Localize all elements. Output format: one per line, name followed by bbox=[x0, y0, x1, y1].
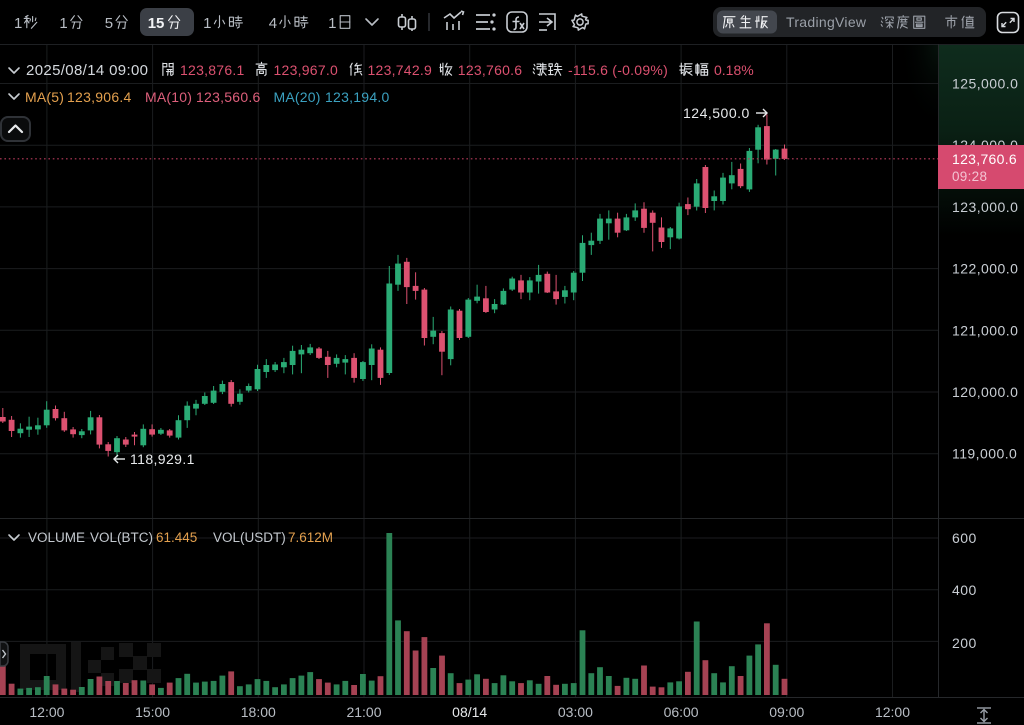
svg-text:09:00: 09:00 bbox=[769, 704, 804, 720]
svg-text:06:00: 06:00 bbox=[664, 704, 699, 720]
svg-text:12:00: 12:00 bbox=[875, 704, 910, 720]
svg-text:15:00: 15:00 bbox=[135, 704, 170, 720]
svg-text:1: 1 bbox=[14, 15, 22, 32]
svg-text:123,194.0: 123,194.0 bbox=[325, 89, 390, 105]
svg-text:123,560.6: 123,560.6 bbox=[196, 89, 261, 105]
svg-text:MA(10): MA(10) bbox=[145, 89, 192, 105]
svg-text:5: 5 bbox=[105, 15, 113, 32]
svg-text:123,742.9: 123,742.9 bbox=[368, 62, 433, 78]
svg-text:122,000.0: 122,000.0 bbox=[952, 261, 1018, 277]
svg-text:123,760.6: 123,760.6 bbox=[458, 62, 523, 78]
svg-text:123,906.4: 123,906.4 bbox=[67, 89, 132, 105]
svg-text:VOL(USDT): VOL(USDT) bbox=[213, 530, 286, 545]
svg-text:18:00: 18:00 bbox=[241, 704, 276, 720]
svg-text:120,000.0: 120,000.0 bbox=[952, 384, 1018, 400]
svg-text:VOLUME: VOLUME bbox=[28, 530, 85, 545]
svg-text:2025/08/14 09:00: 2025/08/14 09:00 bbox=[26, 62, 148, 79]
svg-text:09:28: 09:28 bbox=[952, 169, 987, 184]
svg-text:125,000.0: 125,000.0 bbox=[952, 76, 1018, 92]
svg-text:15: 15 bbox=[148, 15, 165, 32]
svg-text:4: 4 bbox=[269, 15, 277, 32]
svg-text:123,876.1: 123,876.1 bbox=[180, 62, 245, 78]
svg-text:400: 400 bbox=[952, 582, 977, 598]
svg-text:VOL(BTC): VOL(BTC) bbox=[90, 530, 153, 545]
svg-text:200: 200 bbox=[952, 635, 977, 651]
svg-text:118,929.1: 118,929.1 bbox=[130, 451, 195, 467]
svg-text:121,000.0: 121,000.0 bbox=[952, 322, 1018, 338]
svg-text:600: 600 bbox=[952, 530, 977, 546]
svg-text:119,000.0: 119,000.0 bbox=[952, 446, 1017, 462]
svg-text:03:00: 03:00 bbox=[558, 704, 593, 720]
svg-text:0.18%: 0.18% bbox=[714, 62, 754, 78]
svg-text:123,760.6: 123,760.6 bbox=[952, 151, 1017, 167]
svg-text:61.445: 61.445 bbox=[156, 530, 197, 545]
svg-text:21:00: 21:00 bbox=[346, 704, 381, 720]
svg-text:1: 1 bbox=[59, 15, 67, 32]
svg-text:08/14: 08/14 bbox=[452, 704, 487, 720]
svg-text:12:00: 12:00 bbox=[29, 704, 64, 720]
svg-text:1: 1 bbox=[328, 15, 336, 32]
svg-text:124,500.0: 124,500.0 bbox=[683, 105, 750, 121]
svg-text:1: 1 bbox=[203, 15, 211, 32]
svg-text:MA(5): MA(5) bbox=[25, 89, 64, 105]
svg-text:TradingView: TradingView bbox=[786, 14, 867, 30]
svg-text:-115.6 (-0.09%): -115.6 (-0.09%) bbox=[568, 62, 668, 78]
svg-text:123,000.0: 123,000.0 bbox=[952, 199, 1018, 215]
svg-text:123,967.0: 123,967.0 bbox=[274, 62, 339, 78]
svg-text:7.612M: 7.612M bbox=[288, 530, 333, 545]
svg-text:MA(20): MA(20) bbox=[274, 89, 321, 105]
